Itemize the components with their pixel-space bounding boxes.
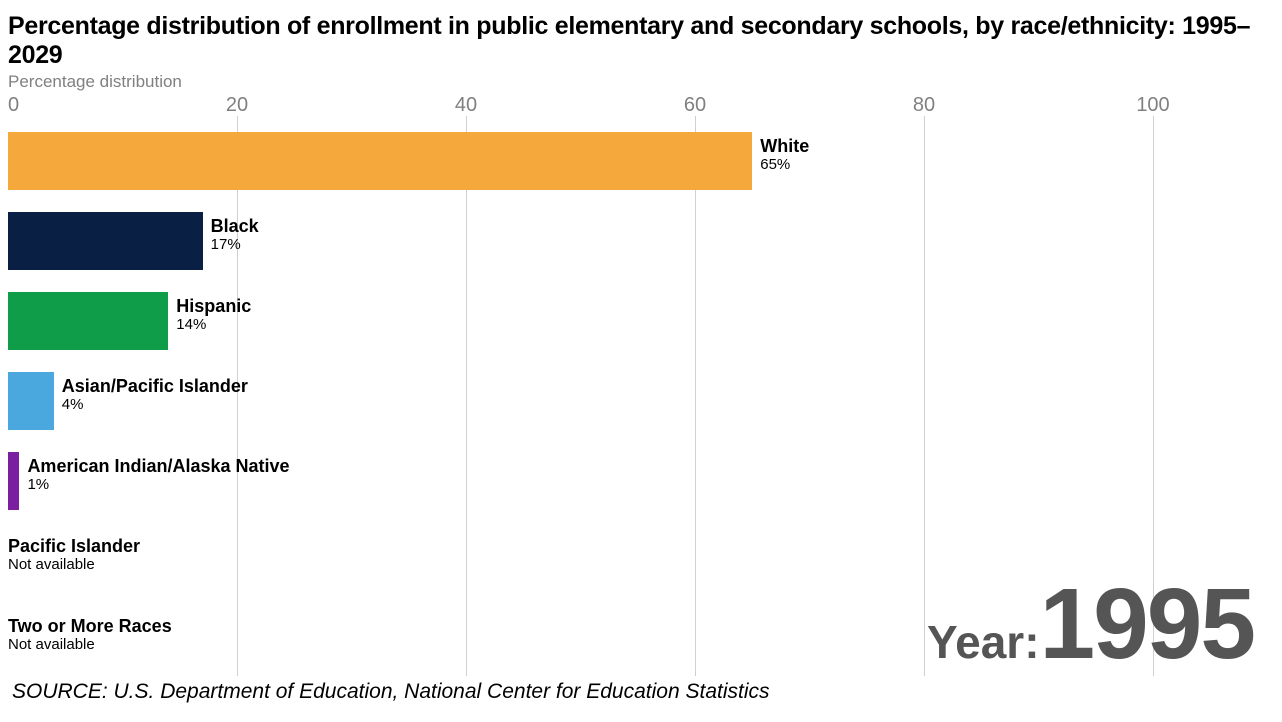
source-citation: SOURCE: U.S. Department of Education, Na… — [12, 680, 770, 704]
x-tick-label: 60 — [684, 94, 706, 117]
year-label: Year: — [927, 616, 1040, 668]
bar-value-label: 14% — [176, 316, 206, 333]
bar-value-label: 65% — [760, 156, 790, 173]
x-tick-label: 0 — [8, 94, 19, 117]
bar-row: Black17% — [8, 204, 1153, 284]
bar-row: White65% — [8, 124, 1153, 204]
bar-category-label: American Indian/Alaska Native — [27, 456, 289, 477]
x-tick-label: 20 — [226, 94, 248, 117]
bar-category-label: White — [760, 136, 809, 157]
enrollment-bar-chart: Percentage distribution of enrollment in… — [0, 0, 1282, 722]
x-tick-label: 80 — [913, 94, 935, 117]
bar — [8, 292, 168, 350]
bar-value-label: Not available — [8, 636, 95, 653]
bar-category-label: Black — [211, 216, 259, 237]
x-tick-label: 100 — [1136, 94, 1169, 117]
bar-value-label: 1% — [27, 476, 49, 493]
bar-value-label: 17% — [211, 236, 241, 253]
chart-subtitle: Percentage distribution — [8, 72, 1264, 92]
bar — [8, 452, 19, 510]
bar-value-label: 4% — [62, 396, 84, 413]
bar-category-label: Hispanic — [176, 296, 251, 317]
bar-row: Asian/Pacific Islander4% — [8, 364, 1153, 444]
bar-category-label: Pacific Islander — [8, 536, 140, 557]
bar — [8, 212, 203, 270]
bar-category-label: Asian/Pacific Islander — [62, 376, 248, 397]
bar-row: Hispanic14% — [8, 284, 1153, 364]
bar-row: American Indian/Alaska Native1% — [8, 444, 1153, 524]
x-axis-labels: 0 20 40 60 80 100 — [8, 94, 1238, 116]
year-value: 1995 — [1040, 568, 1254, 680]
bar-value-label: Not available — [8, 556, 95, 573]
bar — [8, 372, 54, 430]
year-display: Year:1995 — [927, 574, 1254, 674]
chart-title: Percentage distribution of enrollment in… — [8, 12, 1264, 70]
x-tick-label: 40 — [455, 94, 477, 117]
bar-category-label: Two or More Races — [8, 616, 172, 637]
bar — [8, 132, 752, 190]
